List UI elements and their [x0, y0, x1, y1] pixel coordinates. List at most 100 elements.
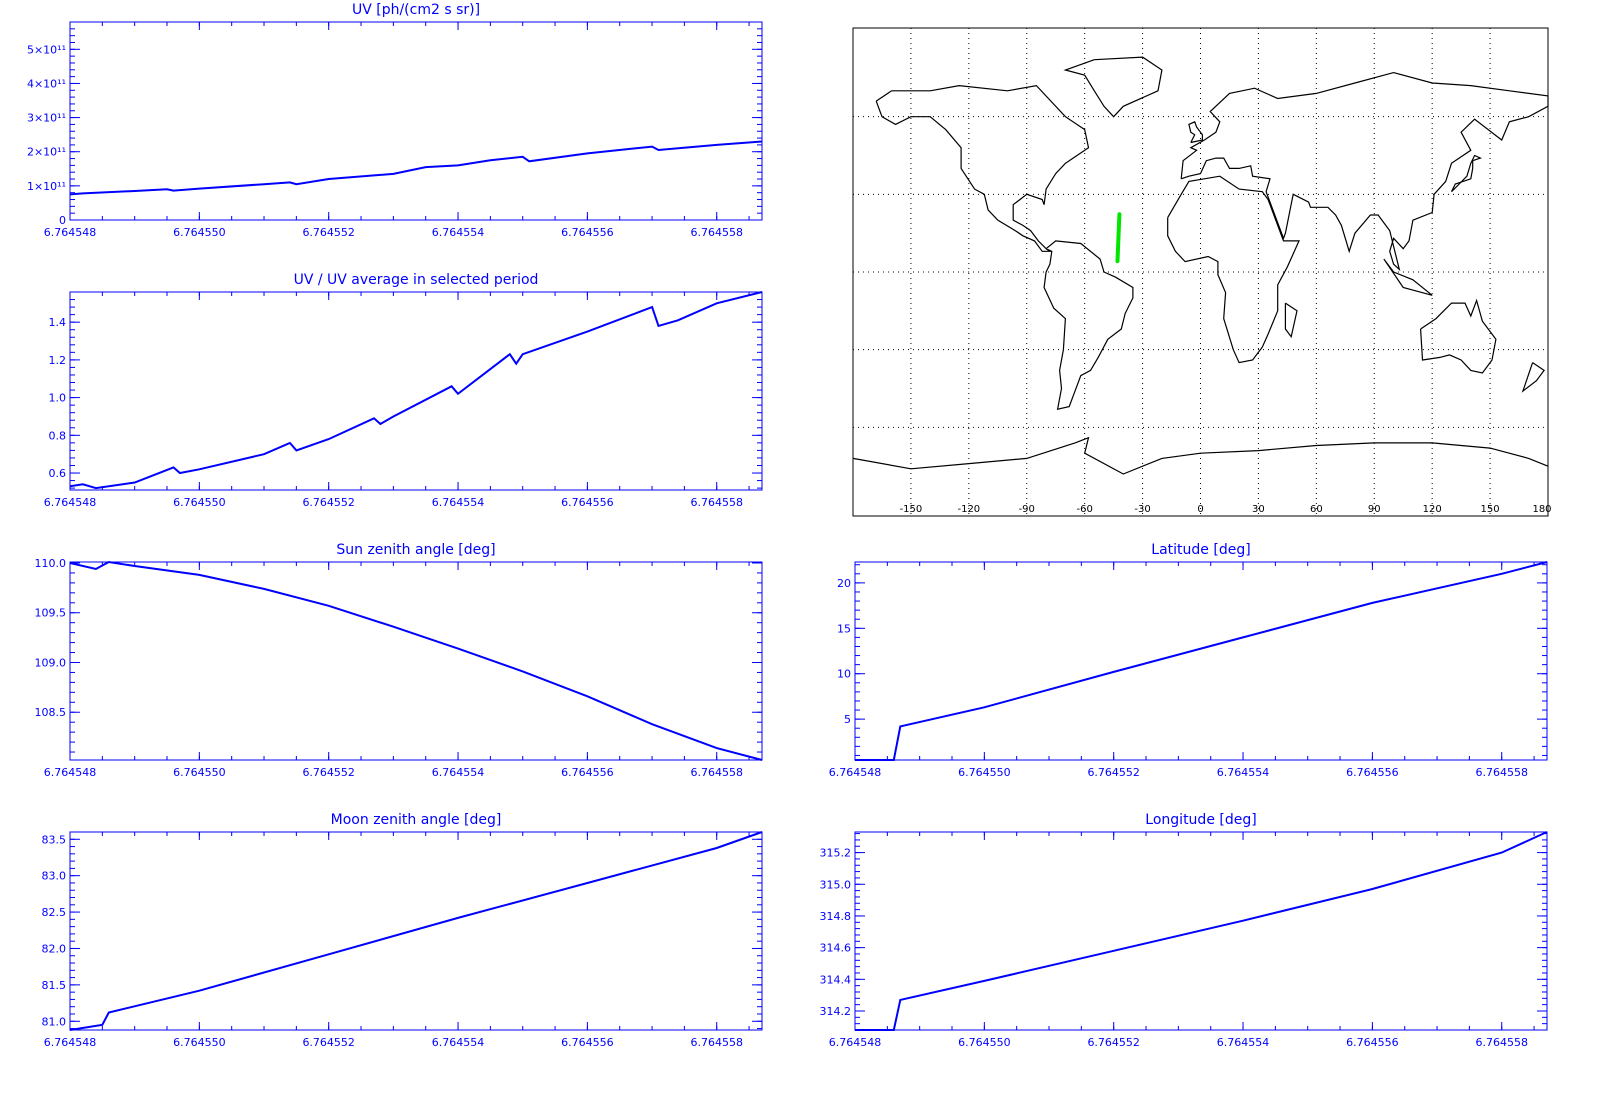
coast-australia: [1420, 298, 1497, 374]
coast-uk: [1188, 120, 1203, 144]
uv-ratio-panel: UV / UV average in selected period 6.764…: [0, 270, 780, 520]
moon_zenith-ytick-label: 83.0: [42, 870, 67, 883]
sun_zenith-xtick-label: 6.764556: [561, 766, 614, 779]
uv-ytick-label: 0: [59, 214, 66, 227]
world-map-panel: -150 -120 -90 -60 -30 0 30 60 90 120 150 180: [850, 25, 1565, 530]
moon_zenith-xtick-label: 6.764550: [173, 1036, 226, 1049]
longitude-xtick-label: 6.764556: [1346, 1036, 1399, 1049]
uv-chart: 6.764548 6.764550 6.764552 6.764554 6.764556…: [27, 21, 763, 239]
map-lon-label: 60: [1310, 504, 1323, 515]
uv_ratio-xtick-label: 6.764558: [690, 496, 743, 509]
latitude-ytick-label: 5: [844, 713, 851, 726]
uv-xtick-label: 6.764548: [44, 226, 97, 239]
uv-xtick-label: 6.764558: [690, 226, 743, 239]
uv_ratio-xtick-label: 6.764556: [561, 496, 614, 509]
coast-new-zealand: [1521, 362, 1545, 393]
sun-zenith-title: Sun zenith angle [deg]: [336, 542, 496, 558]
map-lon-label: -60: [1076, 504, 1092, 515]
coast-antarctica: [852, 436, 1549, 475]
coast-greenland: [1063, 56, 1163, 118]
latitude-title: Latitude [deg]: [1151, 542, 1251, 558]
longitude-ytick-label: 314.8: [820, 910, 852, 923]
uv-title: UV [ph/(cm2 s sr)]: [351, 2, 481, 18]
map-lon-label: 30: [1252, 504, 1265, 515]
uv_ratio-xtick-label: 6.764548: [44, 496, 97, 509]
coast-japan: [1450, 154, 1483, 193]
sun_zenith-xtick-label: 6.764550: [173, 766, 226, 779]
uv-plot-frame: [69, 21, 763, 221]
latitude-xtick-label: 6.764548: [829, 766, 882, 779]
sun_zenith-xtick-label: 6.764548: [44, 766, 97, 779]
moon-zenith-panel: Moon zenith angle [deg] 6.764548 6.764550…: [0, 810, 780, 1060]
uv-ytick-label: 1×10¹¹: [27, 180, 66, 193]
map-lon-label: 90: [1368, 504, 1381, 515]
uv-xtick-label: 6.764556: [561, 226, 614, 239]
map-lon-label: -90: [1019, 504, 1035, 515]
world-map: -150 -120 -90 -60 -30 0 30 60 90 120 150 180: [852, 27, 1552, 517]
uv_ratio-ytick-label: 1.2: [49, 354, 67, 367]
longitude-xtick-label: 6.764554: [1217, 1036, 1270, 1049]
latitude-xtick-label: 6.764550: [958, 766, 1011, 779]
moon-zenith-title: Moon zenith angle [deg]: [330, 812, 502, 828]
sun_zenith-plot-frame: [69, 561, 763, 761]
moon_zenith-ytick-label: 81.5: [42, 979, 67, 992]
longitude-ytick-label: 315.2: [820, 847, 852, 860]
uv-ytick-label: 3×10¹¹: [27, 112, 66, 125]
uv_ratio-series-line: [69, 291, 763, 490]
map-lon-label: 0: [1197, 504, 1203, 515]
map-lon-label: -120: [957, 504, 980, 515]
uv_ratio-xtick-label: 6.764550: [173, 496, 226, 509]
uv-xtick-label: 6.764552: [302, 226, 355, 239]
uv_ratio-xtick-label: 6.764554: [432, 496, 485, 509]
longitude-xtick-label: 6.764548: [829, 1036, 882, 1049]
sun_zenith-xtick-label: 6.764558: [690, 766, 743, 779]
moon-zenith-chart: 6.764548 6.764550 6.764552 6.764554 6.764556…: [42, 831, 763, 1049]
longitude-series-line: [855, 831, 1548, 1031]
uv-ytick-label: 4×10¹¹: [27, 77, 66, 90]
sun_zenith-ytick-label: 109.5: [35, 607, 67, 620]
map-lon-label: 180: [1532, 504, 1551, 515]
latitude-xtick-label: 6.764554: [1217, 766, 1270, 779]
coast-indonesia: [1383, 258, 1433, 296]
moon_zenith-ytick-label: 81.0: [42, 1015, 67, 1028]
longitude-panel: Longitude [deg] 6.764548 6.764550 6.764552…: [800, 810, 1570, 1060]
moon_zenith-ytick-label: 83.5: [42, 833, 67, 846]
sun_zenith-ytick-label: 110.0: [35, 557, 67, 570]
longitude-title: Longitude [deg]: [1145, 812, 1257, 828]
latitude-panel: Latitude [deg] 6.764548 6.764550 6.764552 6…: [800, 540, 1570, 790]
latitude-ytick-label: 10: [837, 668, 851, 681]
moon_zenith-series-line: [69, 831, 763, 1031]
uv-panel: UV [ph/(cm2 s sr)] 6.764548 6.764550 6.764…: [0, 0, 780, 250]
sun_zenith-xtick-label: 6.764554: [432, 766, 485, 779]
coast-madagascar: [1284, 302, 1298, 339]
moon_zenith-xtick-label: 6.764548: [44, 1036, 97, 1049]
moon_zenith-xtick-label: 6.764556: [561, 1036, 614, 1049]
longitude-chart: 6.764548 6.764550 6.764552 6.764554 6.764556…: [820, 831, 1548, 1049]
coast-africa: [1167, 175, 1300, 364]
uv_ratio-xtick-label: 6.764552: [302, 496, 355, 509]
uv-ratio-chart: 6.764548 6.764550 6.764552 6.764554 6.764556…: [44, 291, 763, 509]
uv-xtick-label: 6.764550: [173, 226, 226, 239]
latitude-plot-frame: [854, 561, 1548, 761]
uv_ratio-ytick-label: 1.0: [49, 392, 67, 405]
longitude-xtick-label: 6.764558: [1475, 1036, 1528, 1049]
map-lon-label: 150: [1481, 504, 1500, 515]
sun_zenith-ytick-label: 109.0: [35, 656, 67, 669]
sun-zenith-chart: 6.764548 6.764550 6.764552 6.764554 6.764556…: [35, 557, 763, 779]
longitude-ytick-label: 315.0: [820, 878, 852, 891]
latitude-ytick-label: 20: [837, 577, 851, 590]
map-lon-label: 120: [1423, 504, 1442, 515]
latitude-ytick-label: 15: [837, 622, 851, 635]
longitude-xtick-label: 6.764550: [958, 1036, 1011, 1049]
moon_zenith-ytick-label: 82.0: [42, 942, 67, 955]
moon_zenith-plot-frame: [69, 831, 763, 1031]
uv_ratio-ytick-label: 0.6: [49, 467, 67, 480]
latitude-xtick-label: 6.764552: [1087, 766, 1140, 779]
map-lon-label: -30: [1134, 504, 1150, 515]
longitude-ytick-label: 314.2: [820, 1005, 852, 1018]
latitude-xtick-label: 6.764556: [1346, 766, 1399, 779]
uv-xtick-label: 6.764554: [432, 226, 485, 239]
latitude-chart: 6.764548 6.764550 6.764552 6.764554 6.764556…: [829, 561, 1548, 779]
longitude-xtick-label: 6.764552: [1087, 1036, 1140, 1049]
